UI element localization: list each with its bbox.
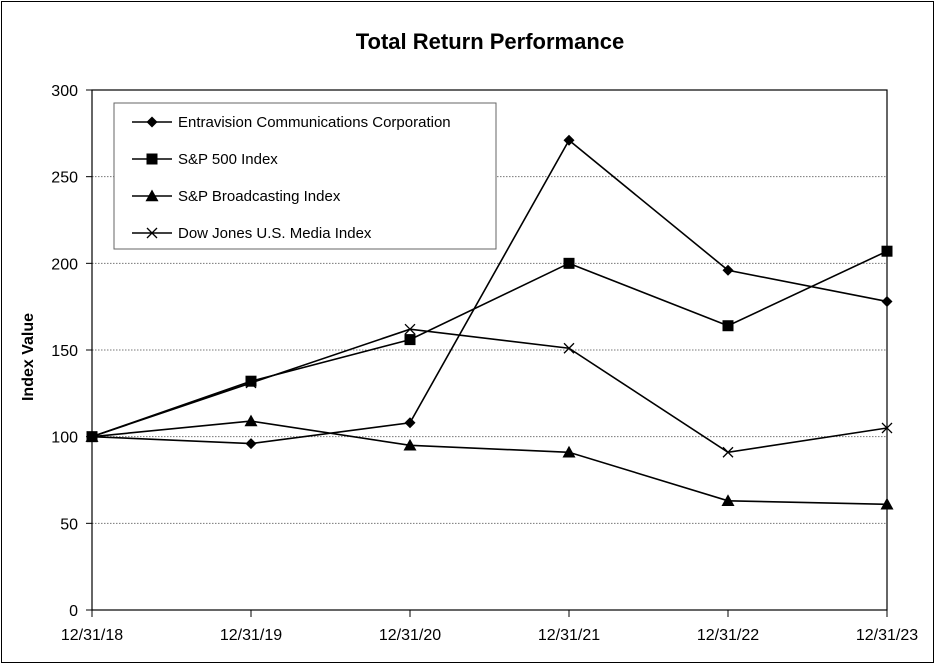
legend: Entravision Communications Corporation S&… (113, 102, 497, 250)
legend-entry: Dow Jones U.S. Media Index (132, 225, 372, 242)
series-4 (86, 323, 893, 458)
legend-entry: Entravision Communications Corporation (132, 114, 451, 131)
legend-entry: S&P 500 Index (132, 151, 278, 168)
data-point-square (563, 257, 575, 269)
y-tick-label: 0 (69, 603, 78, 620)
y-tick-label: 300 (51, 83, 78, 100)
data-point-x (881, 422, 893, 434)
legend-label: S&P 500 Index (178, 151, 278, 168)
legend-label: Entravision Communications Corporation (178, 114, 451, 131)
y-tick-label: 50 (60, 516, 78, 533)
series-group (85, 134, 894, 510)
legend-label: Dow Jones U.S. Media Index (178, 225, 372, 242)
data-point-square (881, 245, 893, 257)
series-line (91, 420, 888, 506)
data-point-diamond (404, 417, 416, 429)
x-tick-label: 12/31/21 (538, 627, 600, 644)
x-axis: 12/31/18 12/31/19 12/31/20 12/31/21 12/31/22… (61, 610, 918, 644)
data-point-diamond (146, 116, 158, 128)
data-point-x (563, 342, 575, 354)
legend-label: S&P Broadcasting Index (178, 188, 341, 205)
data-point-square (146, 153, 158, 165)
data-point-triangle (403, 438, 417, 451)
data-point-triangle (244, 414, 258, 427)
data-point-square (404, 334, 416, 346)
data-point-diamond (245, 438, 257, 450)
legend-box (113, 102, 497, 250)
data-point-x (146, 227, 158, 239)
data-point-square (722, 320, 734, 332)
data-point-diamond (722, 264, 734, 276)
legend-entry: S&P Broadcasting Index (132, 188, 341, 205)
y-tick-label: 100 (51, 430, 78, 447)
series-3 (85, 414, 894, 510)
x-tick-label: 12/31/23 (856, 627, 918, 644)
data-point-diamond (881, 295, 893, 307)
data-point-square (245, 375, 257, 387)
series-line (91, 250, 888, 438)
chart-title: Total Return Performance (356, 29, 625, 54)
y-tick-label: 150 (51, 343, 78, 360)
data-point-x (245, 377, 257, 389)
x-tick-label: 12/31/19 (220, 627, 282, 644)
data-point-x (722, 446, 734, 458)
data-point-diamond (563, 134, 575, 146)
y-axis-label: Index Value (20, 313, 37, 401)
data-point-x (86, 431, 98, 443)
data-point-triangle (562, 445, 576, 458)
x-tick-label: 12/31/22 (697, 627, 759, 644)
data-point-triangle (145, 189, 159, 202)
y-tick-label: 200 (51, 256, 78, 273)
data-point-x (404, 323, 416, 335)
data-point-triangle (880, 497, 894, 510)
data-point-triangle (721, 494, 735, 506)
y-axis: 0 50 100 150 200 250 300 (51, 83, 92, 620)
series-2 (86, 245, 893, 443)
series-line (91, 328, 888, 454)
x-tick-label: 12/31/20 (379, 627, 441, 644)
x-tick-label: 12/31/18 (61, 627, 123, 644)
y-tick-label: 250 (51, 170, 78, 187)
series-line (91, 139, 888, 445)
